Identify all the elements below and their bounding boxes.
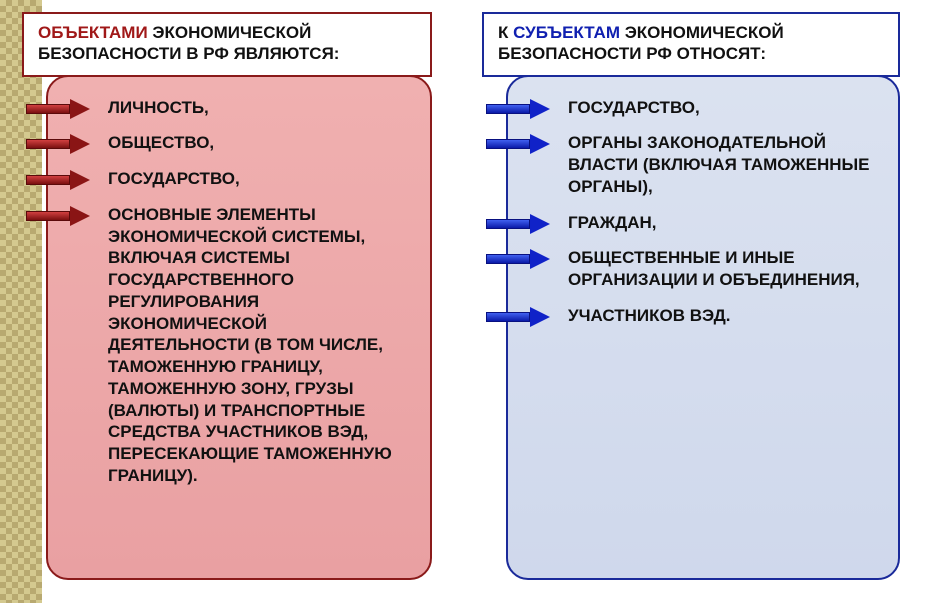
list-item: ГРАЖДАН, xyxy=(568,212,878,234)
objects-body: ЛИЧНОСТЬ, ОБЩЕСТВО, ГОСУДАРСТВО, ОСНОВНЫ… xyxy=(46,75,432,580)
list-item: ЛИЧНОСТЬ, xyxy=(108,97,410,119)
list-item-text: УЧАСТНИКОВ ВЭД. xyxy=(568,305,731,327)
arrow-icon xyxy=(26,206,92,226)
subjects-header-prefix: К xyxy=(498,23,513,42)
list-item-text: ЛИЧНОСТЬ, xyxy=(108,97,209,119)
list-item: ГОСУДАРСТВО, xyxy=(568,97,878,119)
arrow-icon xyxy=(26,134,92,154)
arrow-icon xyxy=(486,99,552,119)
subjects-panel: К СУБЪЕКТАМ ЭКОНОМИЧЕСКОЙ БЕЗОПАСНОСТИ Р… xyxy=(482,12,900,580)
arrow-icon xyxy=(486,214,552,234)
arrow-icon xyxy=(26,170,92,190)
list-item: ОБЩЕСТВО, xyxy=(108,132,410,154)
arrow-icon xyxy=(486,134,552,154)
list-item-text: ГОСУДАРСТВО, xyxy=(108,168,240,190)
arrow-icon xyxy=(26,99,92,119)
list-item: ОСНОВНЫЕ ЭЛЕМЕНТЫ ЭКОНОМИЧЕСКОЙ СИСТЕМЫ,… xyxy=(108,204,410,487)
list-item: УЧАСТНИКОВ ВЭД. xyxy=(568,305,878,327)
subjects-header-highlight: СУБЪЕКТАМ xyxy=(513,23,620,42)
list-item-text: ОРГАНЫ ЗАКОНОДАТЕЛЬНОЙ ВЛАСТИ (ВКЛЮЧАЯ Т… xyxy=(568,132,878,197)
list-item-text: ОБЩЕСТВЕННЫЕ И ИНЫЕ ОРГАНИЗАЦИИ И ОБЪЕДИ… xyxy=(568,247,878,291)
list-item: ГОСУДАРСТВО, xyxy=(108,168,410,190)
list-item-text: ОСНОВНЫЕ ЭЛЕМЕНТЫ ЭКОНОМИЧЕСКОЙ СИСТЕМЫ,… xyxy=(108,204,410,487)
subjects-header: К СУБЪЕКТАМ ЭКОНОМИЧЕСКОЙ БЕЗОПАСНОСТИ Р… xyxy=(482,12,900,77)
list-item: ОБЩЕСТВЕННЫЕ И ИНЫЕ ОРГАНИЗАЦИИ И ОБЪЕДИ… xyxy=(568,247,878,291)
objects-header-highlight: ОБЪЕКТАМИ xyxy=(38,23,148,42)
arrow-icon xyxy=(486,307,552,327)
subjects-body: ГОСУДАРСТВО, ОРГАНЫ ЗАКОНОДАТЕЛЬНОЙ ВЛАС… xyxy=(506,75,900,580)
objects-header: ОБЪЕКТАМИ ЭКОНОМИЧЕСКОЙ БЕЗОПАСНОСТИ В Р… xyxy=(22,12,432,77)
arrow-icon xyxy=(486,249,552,269)
list-item-text: ГРАЖДАН, xyxy=(568,212,657,234)
list-item-text: ОБЩЕСТВО, xyxy=(108,132,214,154)
list-item-text: ГОСУДАРСТВО, xyxy=(568,97,700,119)
list-item: ОРГАНЫ ЗАКОНОДАТЕЛЬНОЙ ВЛАСТИ (ВКЛЮЧАЯ Т… xyxy=(568,132,878,197)
objects-panel: ОБЪЕКТАМИ ЭКОНОМИЧЕСКОЙ БЕЗОПАСНОСТИ В Р… xyxy=(22,12,432,580)
